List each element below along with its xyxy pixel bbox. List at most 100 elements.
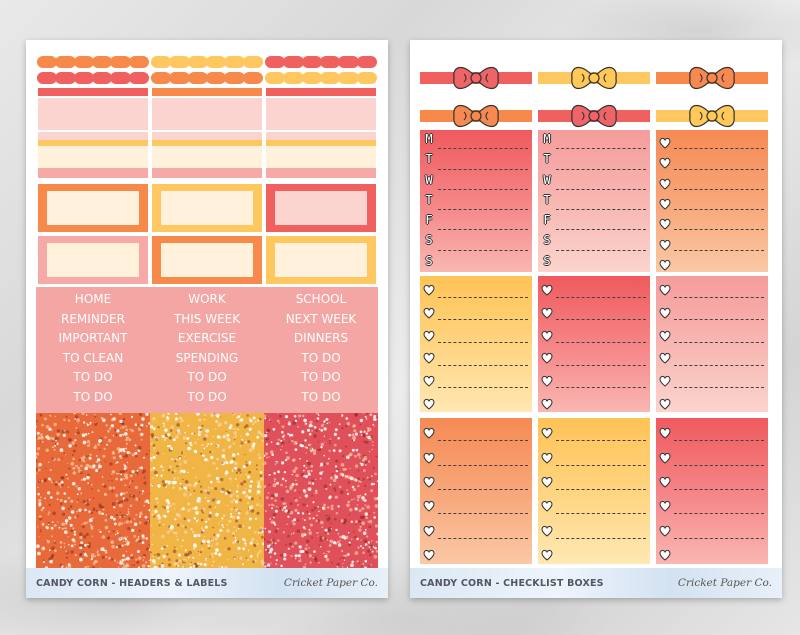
glitter-speck (60, 546, 62, 548)
glitter-speck (362, 547, 365, 549)
glitter-speck (119, 503, 123, 508)
glitter-speck (290, 525, 292, 527)
glitter-speck (140, 426, 143, 429)
glitter-speck (295, 557, 297, 560)
glitter-speck (141, 534, 145, 538)
glitter-speck (345, 445, 348, 448)
glitter-speck (324, 537, 327, 541)
glitter-speck (326, 422, 329, 425)
glitter-speck (251, 446, 256, 450)
glitter-speck (195, 521, 198, 524)
glitter-speck (158, 564, 162, 568)
glitter-speck (230, 500, 234, 504)
glitter-speck (103, 549, 106, 552)
glitter-speck (347, 500, 350, 504)
glitter-speck (214, 428, 217, 430)
glitter-speck (111, 490, 114, 493)
glitter-speck (330, 476, 333, 480)
glitter-speck (324, 554, 328, 559)
glitter-speck (364, 504, 367, 506)
glitter-speck (169, 444, 172, 448)
glitter-speck (116, 429, 120, 433)
glitter-speck (183, 492, 187, 497)
glitter-speck (362, 413, 364, 414)
glitter-speck (375, 550, 378, 553)
glitter-speck (193, 449, 198, 454)
header-band (38, 106, 148, 130)
glitter-speck (228, 477, 232, 481)
glitter-speck (308, 443, 311, 447)
glitter-speck (65, 550, 68, 553)
glitter-speck (105, 514, 107, 516)
glitter-speck (122, 559, 125, 561)
glitter-speck (294, 498, 298, 502)
heart-icon (541, 501, 553, 512)
glitter-speck (223, 537, 227, 540)
glitter-speck (72, 471, 77, 475)
glitter-speck (230, 507, 233, 511)
glitter-speck (99, 505, 103, 509)
glitter-speck (242, 563, 245, 566)
glitter-speck (233, 431, 237, 435)
glitter-speck (96, 422, 98, 424)
glitter-speck (288, 420, 291, 423)
glitter-speck (71, 481, 76, 486)
glitter-speck (85, 455, 88, 458)
label-column: HOME REMINDER IMPORTANT TO CLEAN TO DO TO DO (36, 290, 150, 408)
heart-icon-wrap (541, 349, 553, 364)
glitter-speck (210, 455, 214, 460)
glitter-speck (74, 439, 77, 442)
glitter-speck (150, 493, 151, 495)
glitter-speck (259, 527, 263, 531)
glitter-speck (240, 474, 242, 477)
glitter-speck (162, 467, 164, 469)
scallop (151, 72, 172, 84)
glitter-speck (82, 421, 86, 424)
glitter-speck (257, 480, 261, 484)
glitter-speck (139, 521, 142, 524)
glitter-speck (136, 560, 140, 564)
glitter-speck (350, 538, 353, 540)
heart-icon (423, 375, 435, 387)
glitter-speck (335, 469, 339, 473)
glitter-speck (181, 507, 185, 511)
glitter-speck (73, 413, 76, 415)
glitter-speck (95, 468, 98, 471)
heart-icon (659, 307, 671, 319)
glitter-speck (290, 533, 293, 535)
glitter-speck (334, 428, 338, 432)
glitter-speck (128, 517, 131, 520)
glitter-speck (218, 480, 221, 483)
glitter-speck (211, 499, 214, 502)
glitter-speck (65, 527, 67, 529)
glitter-speck (344, 474, 349, 479)
glitter-speck (289, 502, 291, 504)
glitter-speck (101, 535, 106, 539)
glitter-speck (41, 440, 44, 444)
glitter-speck (81, 501, 83, 503)
glitter-speck (134, 451, 138, 455)
checklist-box (656, 276, 768, 412)
heart-icon-wrap (423, 327, 435, 342)
glitter-speck (317, 448, 320, 452)
glitter-speck (317, 535, 319, 537)
glitter-speck (265, 452, 268, 456)
glitter-speck (125, 447, 127, 450)
glitter-speck (117, 566, 120, 568)
glitter-speck (96, 455, 98, 457)
glitter-speck (98, 469, 101, 472)
glitter-speck (119, 561, 123, 565)
checklist-row-line (674, 364, 764, 366)
glitter-speck (68, 467, 71, 470)
glitter-speck (112, 456, 116, 460)
glitter-speck (257, 430, 262, 435)
label-word: IMPORTANT (58, 331, 128, 346)
glitter-speck (205, 559, 208, 562)
glitter-speck (255, 464, 258, 467)
glitter-speck (201, 527, 203, 529)
checklist-row-line (674, 319, 764, 321)
glitter-speck (244, 518, 246, 520)
scallop (169, 56, 190, 68)
glitter-speck (90, 511, 94, 515)
glitter-speck (59, 448, 64, 453)
